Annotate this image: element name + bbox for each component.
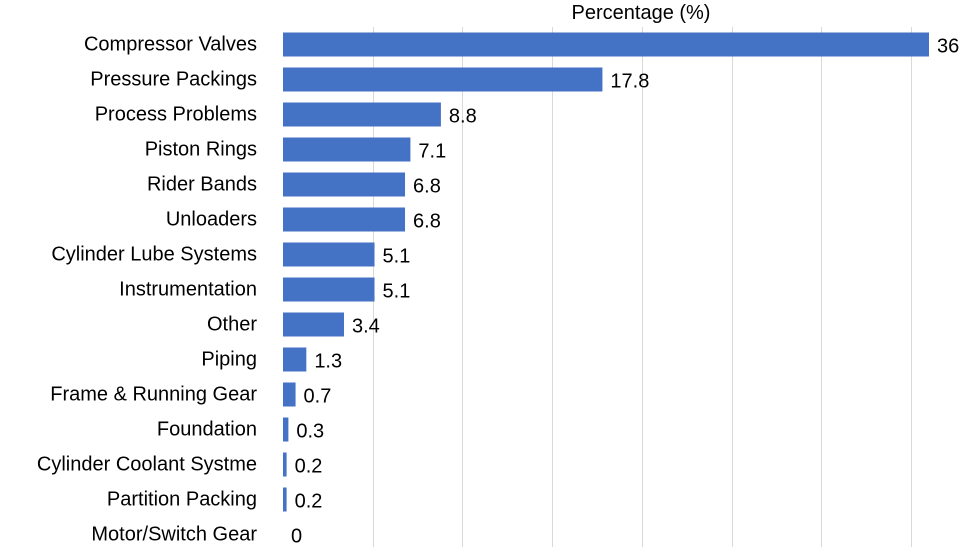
- bar-piping: [283, 347, 307, 372]
- bar-rider-bands: [283, 172, 406, 197]
- value-label-cylinder-lube-systems: 5.1: [383, 246, 411, 268]
- category-label-piping: Piping: [201, 349, 257, 371]
- bars: [283, 32, 929, 512]
- value-label-frame-running-gear: 0.7: [304, 386, 332, 408]
- bar-cylinder-lube-systems: [283, 242, 375, 267]
- bar-frame-running-gear: [283, 382, 296, 407]
- bar-compressor-valves: [283, 32, 929, 57]
- category-label-frame-running-gear: Frame & Running Gear: [50, 384, 257, 406]
- category-label-piston-rings: Piston Rings: [145, 139, 257, 161]
- value-label-cylinder-coolant-systme: 0.2: [295, 456, 323, 478]
- bar-foundation: [283, 417, 289, 442]
- value-label-foundation: 0.3: [296, 421, 324, 443]
- bar-instrumentation: [283, 277, 375, 302]
- value-label-piping: 1.3: [314, 351, 342, 373]
- category-label-pressure-packings: Pressure Packings: [90, 69, 257, 91]
- x-axis-title: Percentage (%): [572, 2, 711, 24]
- bar-unloaders: [283, 207, 406, 232]
- category-label-foundation: Foundation: [157, 419, 257, 441]
- bar-cylinder-coolant-systme: [283, 452, 287, 477]
- gridlines: [373, 27, 912, 547]
- category-label-unloaders: Unloaders: [166, 209, 257, 231]
- bar-partition-packing: [283, 487, 287, 512]
- value-label-piston-rings: 7.1: [418, 141, 446, 163]
- category-label-compressor-valves: Compressor Valves: [84, 34, 257, 56]
- category-label-cylinder-lube-systems: Cylinder Lube Systems: [51, 244, 257, 266]
- bar-other: [283, 312, 345, 337]
- category-label-instrumentation: Instrumentation: [119, 279, 257, 301]
- category-labels: Compressor Valves Pressure Packings Proces…: [37, 34, 257, 546]
- value-label-other: 3.4: [352, 316, 380, 338]
- bar-pressure-packings: [283, 67, 603, 92]
- bar-piston-rings: [283, 137, 411, 162]
- value-label-pressure-packings: 17.8: [610, 71, 649, 93]
- category-label-motor-switch-gear: Motor/Switch Gear: [91, 524, 257, 546]
- category-label-rider-bands: Rider Bands: [147, 174, 257, 196]
- value-label-rider-bands: 6.8: [413, 176, 441, 198]
- value-label-instrumentation: 5.1: [383, 281, 411, 303]
- category-label-cylinder-coolant-systme: Cylinder Coolant Systme: [37, 454, 257, 476]
- bar-process-problems: [283, 102, 441, 127]
- category-label-partition-packing: Partition Packing: [107, 489, 257, 511]
- value-label-motor-switch-gear: 0: [291, 526, 302, 547]
- value-label-partition-packing: 0.2: [295, 491, 323, 513]
- value-label-process-problems: 8.8: [449, 106, 477, 128]
- value-label-unloaders: 6.8: [413, 211, 441, 233]
- category-label-process-problems: Process Problems: [95, 104, 257, 126]
- value-labels: 3617.88.87.16.86.85.15.13.41.30.70.30.20…: [291, 36, 959, 547]
- value-label-compressor-valves: 36: [937, 36, 959, 58]
- category-label-other: Other: [207, 314, 257, 336]
